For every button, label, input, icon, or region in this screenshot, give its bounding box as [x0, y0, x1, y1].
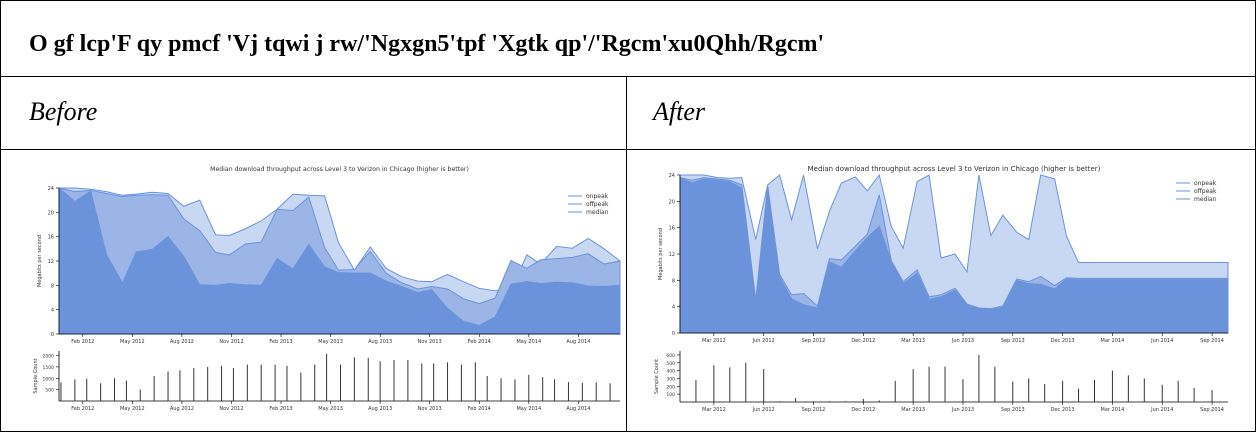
after-panel: Median download throughput across Level …	[632, 150, 1252, 430]
count-x-tick-label: Aug 2013	[368, 406, 392, 412]
count-x-tick-label: May 2014	[516, 406, 541, 412]
count-x-tick-label: Mar 2014	[1101, 407, 1125, 413]
legend-onpeak: onpeak	[1194, 180, 1217, 187]
before-label: Before	[29, 97, 98, 126]
count-y-tick-label: 600	[666, 353, 675, 359]
count-y-tick-label: 500	[45, 388, 54, 394]
count-x-tick-label: Sep 2014	[1200, 407, 1224, 413]
x-tick-label: Dec 2012	[851, 338, 875, 344]
count-x-tick-label: Feb 2014	[468, 406, 491, 412]
x-tick-label: Nov 2013	[418, 339, 442, 345]
count-x-tick-label: Jun 2014	[1150, 407, 1173, 413]
column-divider	[626, 76, 627, 432]
y-axis-label: Megabits per second	[37, 235, 43, 287]
x-tick-label: Sep 2013	[1001, 338, 1025, 344]
label-row: Before After	[1, 77, 1255, 150]
y-axis-label: Megabits per second	[658, 228, 664, 280]
chart-title: Median download throughput across Level …	[210, 166, 469, 173]
y-tick-label: 0	[51, 332, 54, 338]
x-tick-label: May 2014	[516, 339, 541, 345]
chart-title: Median download throughput across Level …	[808, 165, 1101, 173]
count-y-tick-label: 2000	[43, 354, 55, 360]
y-tick-label: 4	[51, 308, 54, 314]
count-x-tick-label: Mar 2012	[702, 407, 726, 413]
count-x-tick-label: Nov 2012	[219, 406, 243, 412]
y-tick-label: 12	[48, 259, 54, 265]
y-tick-label: 20	[669, 199, 675, 205]
y-tick-label: 16	[48, 235, 54, 241]
count-y-tick-label: 100	[666, 392, 675, 398]
x-tick-label: Jun 2014	[1150, 338, 1173, 344]
count-y-tick-label: 500	[666, 361, 675, 367]
count-y-tick-label: 1500	[43, 365, 55, 371]
count-y-tick-label: 300	[666, 376, 675, 382]
count-y-tick-label: 1000	[43, 376, 55, 382]
count-y-axis-label: Sample Count	[654, 359, 660, 394]
x-tick-label: Jun 2012	[752, 338, 775, 344]
legend-onpeak: onpeak	[586, 193, 609, 200]
x-tick-label: Dec 2013	[1051, 338, 1075, 344]
before-panel: Median download throughput across Level …	[2, 150, 622, 430]
y-tick-label: 8	[672, 278, 675, 284]
count-x-tick-label: Nov 2013	[418, 406, 442, 412]
x-tick-label: Aug 2012	[170, 339, 194, 345]
x-tick-label: Mar 2013	[901, 338, 925, 344]
before-chart: Median download throughput across Level …	[33, 166, 621, 412]
x-tick-label: Sep 2014	[1200, 338, 1224, 344]
count-x-tick-label: Feb 2013	[269, 406, 292, 412]
count-x-tick-label: Dec 2012	[851, 407, 875, 413]
count-x-tick-label: Dec 2013	[1051, 407, 1075, 413]
series-area-onpeak	[679, 176, 1229, 334]
count-y-axis-label: Sample Count	[33, 358, 39, 393]
y-tick-label: 12	[669, 252, 675, 258]
legend-offpeak: offpeak	[1194, 188, 1217, 195]
x-tick-label: Feb 2012	[71, 339, 94, 345]
count-x-tick-label: Jun 2012	[752, 407, 775, 413]
y-tick-label: 4	[672, 305, 675, 311]
legend-median: median	[586, 209, 609, 216]
x-tick-label: Sep 2012	[802, 338, 826, 344]
x-tick-label: Aug 2013	[368, 339, 392, 345]
count-x-tick-label: May 2013	[318, 406, 343, 412]
x-tick-label: Nov 2012	[219, 339, 243, 345]
count-y-tick-label: 200	[666, 384, 675, 390]
y-tick-label: 16	[669, 226, 675, 232]
legend-median: median	[1194, 196, 1217, 203]
x-tick-label: Aug 2014	[566, 339, 590, 345]
title-row: O gf lcp'F qy pmcf 'Vj tqwi j rw/'Ngxgn5…	[1, 1, 1255, 77]
x-tick-label: May 2013	[318, 339, 343, 345]
y-tick-label: 24	[48, 186, 54, 192]
legend-offpeak: offpeak	[586, 201, 609, 208]
x-tick-label: Mar 2014	[1101, 338, 1125, 344]
y-tick-label: 20	[48, 210, 54, 216]
x-tick-label: Feb 2014	[468, 339, 491, 345]
count-y-tick-label: 400	[666, 369, 675, 375]
y-tick-label: 24	[669, 173, 675, 179]
count-x-tick-label: Feb 2012	[71, 406, 94, 412]
after-label: After	[653, 97, 705, 126]
count-x-tick-label: May 2012	[120, 406, 145, 412]
count-x-tick-label: Aug 2012	[170, 406, 194, 412]
x-tick-label: Feb 2013	[269, 339, 292, 345]
x-tick-label: Mar 2012	[702, 338, 726, 344]
count-x-tick-label: Aug 2014	[566, 406, 590, 412]
page-title: O gf lcp'F qy pmcf 'Vj tqwi j rw/'Ngxgn5…	[29, 31, 825, 57]
count-x-tick-label: Sep 2013	[1001, 407, 1025, 413]
count-x-tick-label: Jun 2013	[951, 407, 974, 413]
x-tick-label: Jun 2013	[951, 338, 974, 344]
x-tick-label: May 2012	[120, 339, 145, 345]
y-tick-label: 8	[51, 283, 54, 289]
count-x-tick-label: Sep 2012	[802, 407, 826, 413]
after-chart: Median download throughput across Level …	[654, 165, 1229, 413]
series-area-onpeak	[58, 186, 621, 335]
count-x-tick-label: Mar 2013	[901, 407, 925, 413]
y-tick-label: 0	[672, 331, 675, 337]
